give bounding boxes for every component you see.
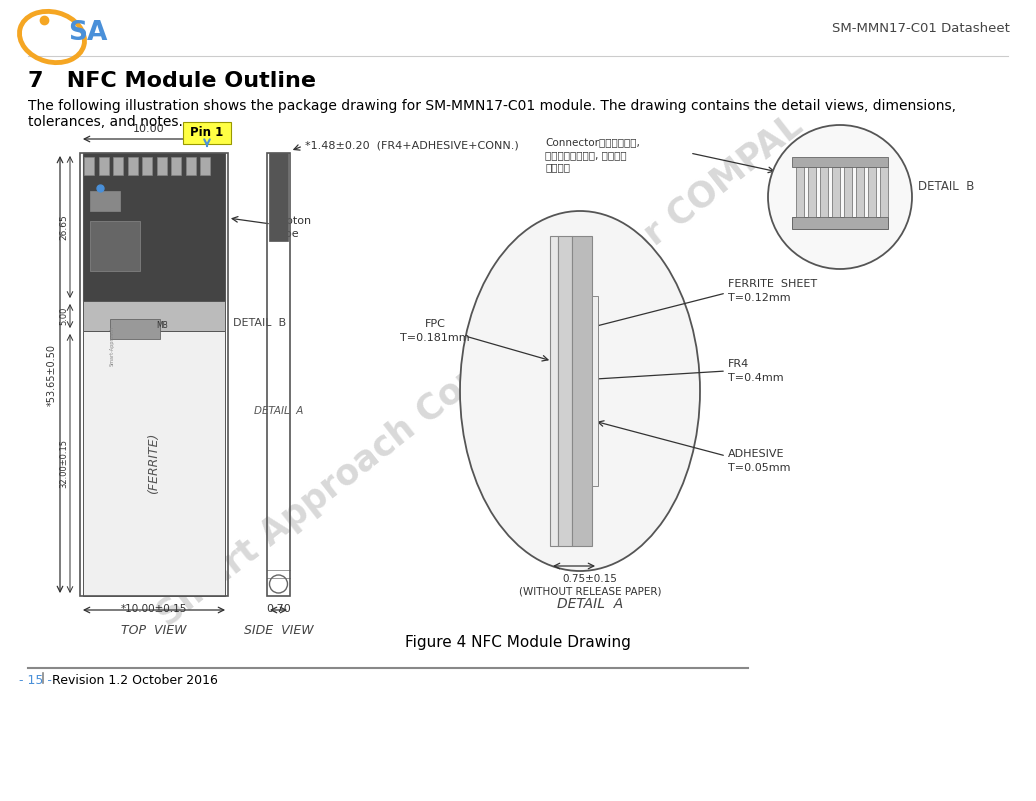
- FancyBboxPatch shape: [183, 122, 231, 144]
- Text: SIDE  VIEW: SIDE VIEW: [243, 625, 313, 638]
- Bar: [856, 167, 864, 217]
- Bar: [171, 157, 181, 175]
- Text: 4.00: 4.00: [96, 309, 118, 319]
- Text: 5.00: 5.00: [59, 307, 68, 325]
- Text: Tape: Tape: [274, 229, 298, 239]
- Text: FPC
T=0.181mm: FPC T=0.181mm: [400, 320, 469, 343]
- Text: Pin 1: Pin 1: [191, 127, 224, 139]
- Bar: [868, 167, 876, 217]
- Text: 0.70: 0.70: [266, 604, 291, 614]
- Text: DETAIL  B: DETAIL B: [918, 180, 975, 194]
- Text: SM-MMN17-C01 Datasheet: SM-MMN17-C01 Datasheet: [832, 22, 1010, 34]
- Bar: [110, 319, 160, 339]
- Bar: [200, 157, 210, 175]
- Text: FERRITE  SHEET
T=0.12mm: FERRITE SHEET T=0.12mm: [728, 280, 817, 303]
- Text: 26.65: 26.65: [59, 214, 68, 239]
- Text: 必須在組裝完成時, 隔離白線: 必須在組裝完成時, 隔離白線: [545, 150, 627, 160]
- Bar: [127, 157, 138, 175]
- Bar: [80, 153, 228, 596]
- Circle shape: [768, 125, 912, 269]
- Text: Kapton: Kapton: [274, 216, 312, 226]
- Text: DETAIL  A: DETAIL A: [557, 597, 623, 611]
- Text: Revision 1.2 October 2016: Revision 1.2 October 2016: [52, 674, 218, 686]
- Bar: [808, 167, 816, 217]
- Bar: [90, 221, 140, 271]
- Text: Smart Approach Confidential for COMPAL: Smart Approach Confidential for COMPAL: [151, 109, 809, 634]
- Text: DETAIL  B: DETAIL B: [233, 318, 286, 328]
- Ellipse shape: [460, 211, 700, 571]
- Text: Figure 4 NFC Module Drawing: Figure 4 NFC Module Drawing: [405, 635, 631, 650]
- Text: SA: SA: [68, 20, 108, 46]
- Text: TOP  VIEW: TOP VIEW: [121, 625, 186, 638]
- Text: ADHESIVE
T=0.05mm: ADHESIVE T=0.05mm: [728, 449, 790, 473]
- Bar: [90, 191, 120, 211]
- Bar: [550, 236, 558, 546]
- Bar: [98, 157, 109, 175]
- Bar: [792, 157, 888, 167]
- Bar: [83, 301, 225, 331]
- Bar: [558, 236, 572, 546]
- Bar: [84, 157, 94, 175]
- Text: (FERRITE): (FERRITE): [147, 433, 161, 494]
- Bar: [113, 157, 123, 175]
- Text: MB: MB: [156, 321, 168, 331]
- Bar: [267, 153, 290, 596]
- Text: *53.65±0.50: *53.65±0.50: [47, 344, 57, 405]
- Text: - 15 -: - 15 -: [19, 674, 52, 686]
- Bar: [796, 167, 804, 217]
- Bar: [832, 167, 840, 217]
- Text: DETAIL  A: DETAIL A: [254, 406, 304, 416]
- Bar: [269, 153, 288, 241]
- Text: 10.00: 10.00: [134, 124, 165, 134]
- Bar: [821, 167, 828, 217]
- Bar: [572, 236, 592, 546]
- Text: tolerances, and notes.: tolerances, and notes.: [28, 115, 183, 129]
- Bar: [142, 157, 152, 175]
- Text: Connector組裝定位白線,: Connector組裝定位白線,: [545, 137, 640, 147]
- Bar: [792, 217, 888, 229]
- Text: *10.00±0.15: *10.00±0.15: [121, 604, 188, 614]
- Text: FR4
T=0.4mm: FR4 T=0.4mm: [728, 360, 783, 383]
- Text: 不可外露: 不可外露: [545, 162, 570, 172]
- Bar: [185, 157, 196, 175]
- Bar: [880, 167, 888, 217]
- Bar: [83, 153, 225, 301]
- Bar: [592, 296, 598, 486]
- Bar: [83, 331, 225, 596]
- Bar: [844, 167, 852, 217]
- Text: *1.48±0.20  (FR4+ADHESIVE+CONN.): *1.48±0.20 (FR4+ADHESIVE+CONN.): [305, 141, 519, 151]
- Text: 32.00±0.15: 32.00±0.15: [59, 439, 68, 488]
- Text: Smart-Approach: Smart-Approach: [110, 326, 115, 366]
- Text: 7   NFC Module Outline: 7 NFC Module Outline: [28, 71, 316, 91]
- Text: The following illustration shows the package drawing for SM-MMN17-C01 module. Th: The following illustration shows the pac…: [28, 99, 956, 113]
- Text: 0.75±0.15
(WITHOUT RELEASE PAPER): 0.75±0.15 (WITHOUT RELEASE PAPER): [519, 574, 661, 597]
- Bar: [156, 157, 167, 175]
